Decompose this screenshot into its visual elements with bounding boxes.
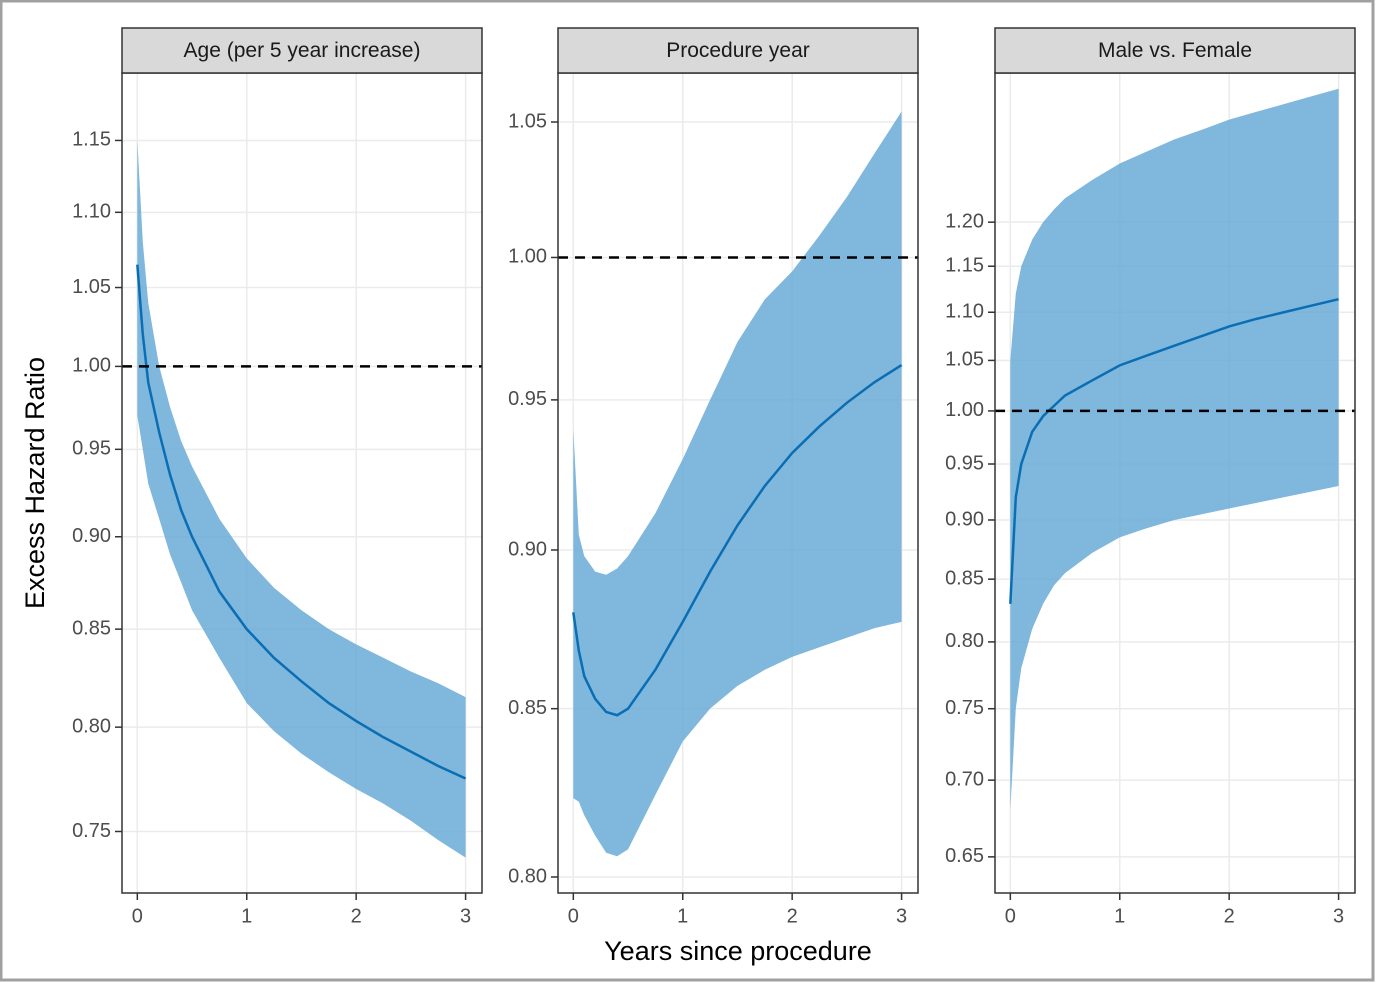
estimate-line [1009,297,1339,604]
strip-label: Male vs. Female [1098,39,1252,62]
y-tick-label: 1.20 [945,210,984,232]
y-tick-label: 1.00 [508,246,547,268]
strip [121,27,483,74]
y-tick-label: 1.15 [945,255,984,277]
y-tick-label: 0.90 [72,525,111,547]
y-tick-label: 0.95 [945,452,984,474]
x-tick-label: 2 [351,905,362,927]
y-tick-label: 0.85 [945,567,984,589]
y-tick-label: 0.65 [945,845,984,867]
x-tick-label: 2 [1224,905,1235,927]
x-tick-label: 1 [1114,905,1125,927]
estimate-line [136,264,467,780]
y-tick-label: 0.80 [508,865,547,887]
y-tick-label: 0.95 [508,388,547,410]
strip-label: Procedure year [666,39,810,62]
strip [994,27,1356,74]
y-tick-label: 0.80 [72,715,111,737]
strip [557,27,919,74]
x-tick-label: 1 [677,905,688,927]
x-tick-label: 0 [568,905,579,927]
y-tick-label: 1.10 [72,201,111,223]
y-tick-label: 0.80 [945,630,984,652]
y-tick-label: 1.05 [72,276,111,298]
strip-label: Age (per 5 year increase) [184,39,421,62]
y-tick-label: 0.70 [945,768,984,790]
x-tick-label: 3 [460,905,471,927]
y-tick-label: 0.85 [72,617,111,639]
y-tick-label: 0.90 [508,538,547,560]
y-tick-label: 1.05 [508,110,547,132]
estimate-line [572,363,903,717]
y-tick-label: 1.00 [945,399,984,421]
x-tick-label: 3 [1333,905,1344,927]
y-tick-label: 0.85 [508,697,547,719]
x-tick-label: 1 [241,905,252,927]
y-tick-label: 1.15 [72,129,111,151]
confidence-band [137,140,466,858]
y-tick-label: 0.75 [72,820,111,842]
x-axis-title: Years since procedure [604,936,872,966]
x-tick-label: 3 [896,905,907,927]
x-tick-label: 0 [132,905,143,927]
y-tick-label: 0.75 [945,697,984,719]
y-tick-label: 1.05 [945,349,984,371]
x-tick-label: 2 [787,905,798,927]
confidence-band [1010,88,1339,811]
y-axis-title: Excess Hazard Ratio [20,357,50,609]
y-tick-label: 0.95 [72,438,111,460]
y-tick-label: 0.90 [945,508,984,530]
x-tick-label: 0 [1005,905,1016,927]
y-tick-label: 1.00 [72,355,111,377]
y-tick-label: 1.10 [945,301,984,323]
